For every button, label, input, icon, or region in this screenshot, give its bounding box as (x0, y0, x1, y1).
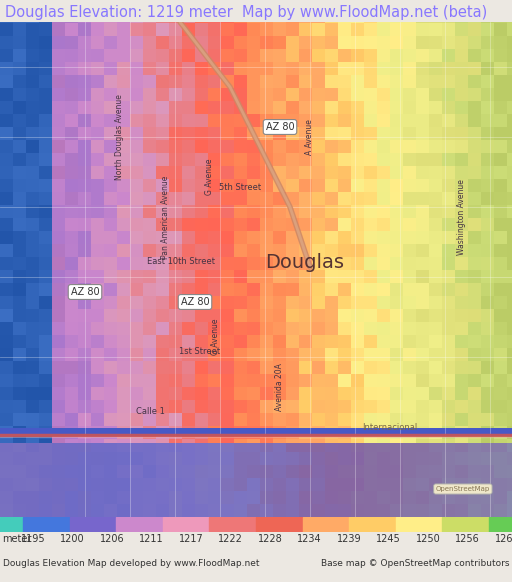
Text: Douglas Elevation: 1219 meter  Map by www.FloodMap.net (beta): Douglas Elevation: 1219 meter Map by www… (5, 5, 487, 20)
Text: Washington Avenue: Washington Avenue (458, 179, 466, 255)
Bar (209, 517, 256, 532)
Text: 1245: 1245 (376, 534, 401, 545)
Text: 1222: 1222 (218, 534, 243, 545)
Text: Douglas Elevation Map developed by www.FloodMap.net: Douglas Elevation Map developed by www.F… (3, 559, 259, 569)
Text: AZ 80: AZ 80 (71, 287, 99, 297)
Text: North Douglas Avenue: North Douglas Avenue (116, 94, 124, 180)
Text: 1195: 1195 (21, 534, 46, 545)
Bar (442, 517, 489, 532)
Bar (70, 517, 116, 532)
Text: 1206: 1206 (100, 534, 124, 545)
Text: Avenida 20A: Avenida 20A (275, 363, 285, 411)
Bar (163, 517, 209, 532)
Bar (116, 517, 163, 532)
Text: OpenStreetMap: OpenStreetMap (436, 486, 490, 492)
Bar (0, 517, 23, 532)
Text: Pan American Avenue: Pan American Avenue (160, 175, 169, 258)
Text: meter: meter (3, 534, 32, 545)
Bar (349, 517, 396, 532)
Bar (489, 517, 512, 532)
Bar (23, 517, 70, 532)
Bar (256, 517, 303, 532)
Text: 1228: 1228 (258, 534, 283, 545)
Text: East 10th Street: East 10th Street (147, 257, 215, 267)
Text: Internacional: Internacional (362, 423, 418, 431)
Text: 1234: 1234 (297, 534, 322, 545)
Text: G Avenue: G Avenue (205, 159, 215, 195)
Text: 5th Street: 5th Street (219, 183, 261, 191)
Text: 1217: 1217 (179, 534, 204, 545)
Text: 1239: 1239 (337, 534, 361, 545)
Text: AZ 80: AZ 80 (181, 297, 209, 307)
Text: 1200: 1200 (60, 534, 85, 545)
Text: Douglas: Douglas (265, 253, 344, 271)
Text: G Avenue: G Avenue (210, 319, 220, 355)
Text: Base map © OpenStreetMap contributors: Base map © OpenStreetMap contributors (321, 559, 509, 569)
Text: A Avenue: A Avenue (306, 119, 314, 155)
Text: 1211: 1211 (139, 534, 164, 545)
Bar (303, 517, 349, 532)
Bar (396, 517, 442, 532)
Text: 1262: 1262 (495, 534, 512, 545)
Text: 1256: 1256 (455, 534, 480, 545)
Text: Calle 1: Calle 1 (136, 407, 164, 417)
Text: 1250: 1250 (416, 534, 440, 545)
Text: 1st Street: 1st Street (179, 347, 221, 357)
Text: AZ 80: AZ 80 (266, 122, 294, 132)
